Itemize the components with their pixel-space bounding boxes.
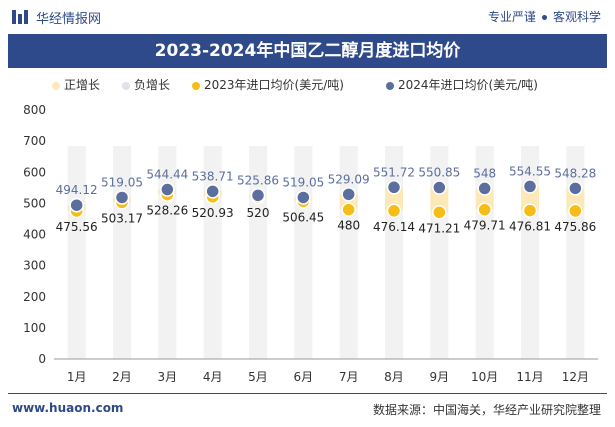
legend-label-2024: 2024年进口均价(美元/吨) — [398, 78, 538, 92]
point-2024-1 — [69, 197, 84, 213]
data-label-2024-11: 554.55 — [509, 164, 551, 178]
y-tick-label: 0 — [38, 352, 46, 366]
tag-professional: 专业严谨 — [487, 10, 536, 24]
data-label-2023-12: 475.86 — [554, 220, 596, 234]
chart-title: 2023-2024年中国乙二醇月度进口均价 — [154, 41, 461, 61]
title-bar: 2023-2024年中国乙二醇月度进口均价 — [8, 34, 607, 68]
data-label-2023-5: 520 — [247, 206, 270, 220]
point-2024-2 — [114, 190, 130, 205]
point-2024-12 — [568, 181, 583, 196]
x-tick-label-12: 12月 — [562, 370, 589, 384]
data-label-2023-6: 506.45 — [282, 210, 324, 224]
point-2024-11 — [522, 179, 538, 194]
data-label-2023-8: 476.14 — [373, 220, 415, 234]
legend-item-2024: 2024年进口均价(美元/吨) — [386, 76, 538, 93]
x-tick-label-2: 2月 — [112, 370, 132, 384]
y-tick-label: 500 — [23, 196, 46, 210]
point-2023-12 — [568, 203, 583, 219]
header-tags: 专业严谨 客观科学 — [488, 8, 601, 25]
point-2023-10 — [477, 202, 492, 217]
y-tick-label: 300 — [23, 259, 46, 273]
point-2023-7 — [341, 202, 356, 217]
x-tick-label-4: 4月 — [203, 370, 223, 384]
y-tick-label: 800 — [23, 103, 46, 117]
data-label-2023-4: 520.93 — [192, 206, 234, 220]
data-label-2023-7: 480 — [337, 219, 360, 233]
data-label-2024-7: 529.09 — [328, 172, 370, 186]
x-tick-label-11: 11月 — [516, 370, 543, 384]
x-tick-label-10: 10月 — [471, 370, 498, 384]
tag-objective: 客观科学 — [552, 10, 601, 24]
y-tick-label: 200 — [23, 290, 46, 304]
growth-band-11 — [521, 186, 539, 211]
x-tick-label-7: 7月 — [339, 370, 359, 384]
x-tick-label-8: 8月 — [384, 370, 404, 384]
data-label-2024-1: 494.12 — [56, 183, 98, 197]
growth-band-8 — [385, 187, 403, 211]
data-label-2023-11: 476.81 — [509, 220, 551, 234]
point-2024-4 — [205, 184, 220, 199]
legend-item-negative: 负增长 — [122, 76, 170, 93]
data-label-2024-5: 525.86 — [237, 173, 279, 187]
x-tick-label-9: 9月 — [430, 370, 450, 384]
legend-swatch-2023 — [192, 81, 200, 90]
footer-source: 数据来源：中国海关，华经产业研究院整理 — [372, 403, 601, 417]
x-tick-label-1: 1月 — [67, 370, 87, 384]
point-2024-5 — [250, 188, 266, 203]
y-tick-label: 600 — [23, 165, 46, 179]
point-2023-11 — [522, 203, 538, 218]
data-label-2024-8: 551.72 — [373, 165, 415, 179]
data-label-2023-10: 479.71 — [464, 219, 506, 233]
legend-swatch-negative — [122, 81, 130, 90]
x-tick-label-5: 5月 — [248, 370, 268, 384]
y-tick-label: 400 — [23, 228, 46, 242]
data-label-2024-6: 519.05 — [282, 175, 324, 189]
data-label-2024-9: 550.85 — [418, 166, 460, 180]
data-label-2024-2: 519.05 — [101, 175, 143, 189]
x-tick-label-6: 6月 — [294, 370, 314, 384]
legend-item-positive: 正增长 — [52, 76, 100, 93]
footer-divider — [8, 393, 607, 394]
point-2023-9 — [432, 205, 447, 220]
top-bar: 华经情报网 专业严谨 客观科学 — [0, 0, 615, 34]
legend-label-2023: 2023年进口均价(美元/吨) — [204, 78, 344, 92]
point-2024-7 — [341, 187, 356, 202]
data-label-2024-4: 538.71 — [192, 169, 234, 183]
x-tick-label-3: 3月 — [158, 370, 178, 384]
dot-icon — [541, 15, 547, 20]
footer-website[interactable]: www.huaon.com — [12, 401, 124, 415]
data-label-2023-9: 471.21 — [418, 221, 460, 235]
legend-label-negative: 负增长 — [134, 78, 171, 92]
site-name[interactable]: 华经情报网 — [36, 12, 102, 27]
point-2023-8 — [386, 203, 402, 219]
growth-band-9 — [430, 187, 449, 213]
point-2024-3 — [160, 182, 175, 197]
point-2024-8 — [386, 180, 402, 195]
legend-swatch-positive — [52, 81, 60, 90]
y-tick-label: 100 — [23, 321, 46, 335]
data-label-2023-1: 475.56 — [56, 220, 98, 234]
legend-item-2023: 2023年进口均价(美元/吨) — [192, 76, 344, 93]
data-label-2024-10: 548 — [473, 166, 496, 180]
data-label-2024-12: 548.28 — [554, 166, 596, 180]
point-2024-9 — [432, 180, 447, 195]
y-tick-label: 700 — [23, 134, 46, 148]
data-label-2024-3: 544.44 — [146, 168, 188, 182]
legend-label-positive: 正增长 — [64, 78, 101, 92]
legend-swatch-2024 — [386, 81, 394, 90]
point-2024-6 — [296, 190, 311, 205]
data-label-2023-3: 528.26 — [146, 204, 188, 218]
point-2024-10 — [477, 181, 492, 196]
chart-legend: 正增长 负增长 2023年进口均价(美元/吨) 2024年进口均价(美元/吨) — [0, 74, 615, 94]
data-label-2023-2: 503.17 — [101, 211, 143, 225]
logo-icon — [12, 10, 28, 24]
column-bg-1 — [67, 146, 86, 359]
